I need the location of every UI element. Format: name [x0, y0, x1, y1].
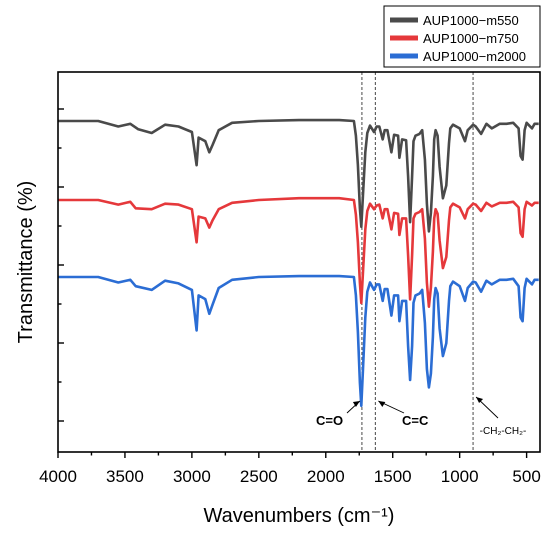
arrowhead-ch2	[476, 397, 484, 403]
annotation-ch2: -CH₂-CH₂-	[480, 426, 527, 437]
x-tick-label-2: 3000	[173, 467, 211, 486]
x-axis-ticks: 4000 3500 3000 2500 2000 1500 1000 500	[39, 452, 541, 486]
x-tick-label-1: 3500	[106, 467, 144, 486]
y-axis-title: Transmittance (%)	[15, 181, 37, 344]
x-tick-label-5: 1500	[374, 467, 412, 486]
x-tick-label-7: 500	[512, 467, 540, 486]
arrowhead-c-o	[352, 401, 360, 407]
series-line-2	[58, 274, 539, 408]
x-tick-label-3: 2500	[240, 467, 278, 486]
x-tick-label-6: 1000	[441, 467, 479, 486]
legend: AUP1000−m550 AUP1000−m750 AUP1000−m2000	[383, 5, 541, 68]
legend-label-2: AUP1000−m2000	[423, 49, 526, 64]
arrowhead-c-c	[378, 401, 386, 407]
x-axis-title: Wavenumbers (cm⁻¹)	[204, 505, 395, 527]
series-line-1	[58, 196, 539, 308]
peak-annotations: C=O C=C -CH₂-CH₂-	[316, 396, 527, 437]
x-tick-label-0: 4000	[39, 467, 77, 486]
y-axis-ticks	[58, 108, 64, 422]
x-tick-label-4: 2000	[307, 467, 345, 486]
annotation-c-o: C=O	[316, 413, 343, 428]
plot-frame	[57, 71, 541, 453]
series-line-0	[58, 118, 539, 233]
spectra-series	[58, 118, 539, 408]
guide-lines	[361, 72, 474, 452]
legend-label-0: AUP1000−m550	[423, 13, 519, 28]
annotation-c-c: C=C	[402, 413, 429, 428]
legend-label-1: AUP1000−m750	[423, 31, 519, 46]
